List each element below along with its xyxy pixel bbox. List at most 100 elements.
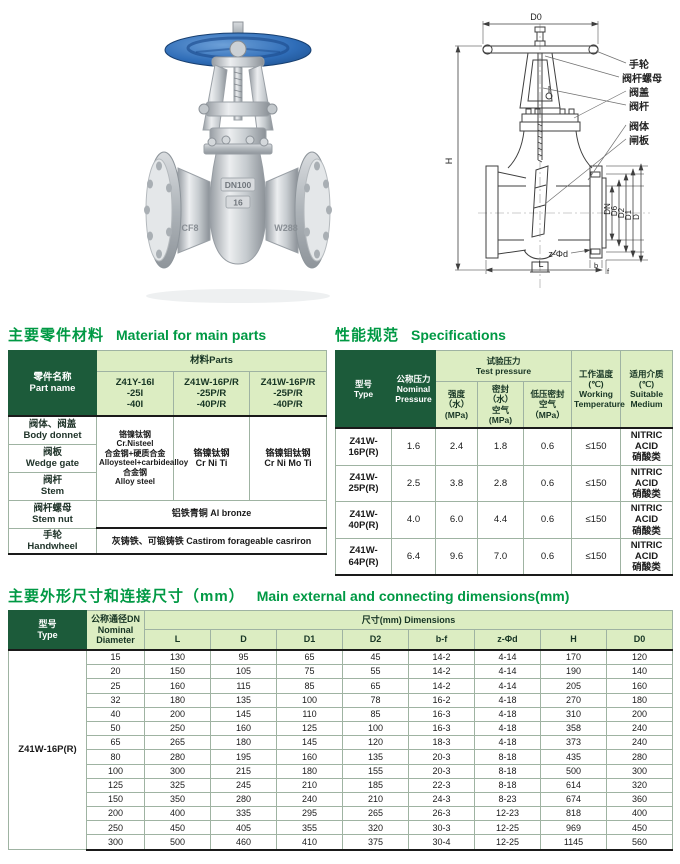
dim-row: 20 150 105 75 55 14-2 4-14 190 140 xyxy=(9,664,674,680)
dim-b-f: b f xyxy=(589,260,610,276)
svg-text:D6: D6 xyxy=(610,205,619,216)
materials-section-title: 主要零件材料 Material for main parts xyxy=(8,324,266,345)
specs-header-test-pressure: 试验压力 Test pressure xyxy=(434,350,573,382)
yoke xyxy=(198,56,278,131)
dim-row: 65 265 180 145 120 18-3 4-18 373 240 xyxy=(9,735,674,751)
part-callouts: 手轮 阀杆螺母 阀盖 阀杆 阀体 闸板 xyxy=(542,50,662,205)
stem-nut-material: 铝铁青铜 Al bronze xyxy=(96,499,327,529)
yoke-outline xyxy=(519,52,561,163)
dim-row: 25 160 115 85 65 14-2 4-14 205 160 xyxy=(9,678,674,694)
dim-col-D1: D1 xyxy=(276,629,343,651)
dim-row: 32 180 135 100 78 16-2 4-18 270 180 xyxy=(9,692,674,708)
materials-header-parts: 材料Parts xyxy=(96,350,327,372)
spec-row: Z41W-64P(R) 6.4 9.6 7.0 0.6 ≤150 NITRIC … xyxy=(335,537,674,577)
callout-gate: 闸板 xyxy=(629,134,650,147)
row-label-handwheel: 手轮 Handwheel xyxy=(8,527,97,555)
dimensions-title-en: Main external and connecting dimensions(… xyxy=(256,588,570,604)
row-label-stem: 阀杆 Stem xyxy=(8,471,97,501)
svg-text:D: D xyxy=(632,214,641,220)
valve-body xyxy=(209,153,267,265)
dim-h: H xyxy=(444,45,485,271)
dim-row: 250 450 405 355 320 30-3 12-25 969 450 xyxy=(9,820,674,836)
dim-row: 50 250 160 125 100 16-3 4-18 358 240 xyxy=(9,720,674,737)
nameplate-pn xyxy=(225,195,251,209)
dim-col-L: L xyxy=(144,629,211,651)
material-col3: 铬镍钼钛钢 Cr Ni Mo Ti xyxy=(249,415,327,501)
dim-row: 40 200 145 110 85 16-3 4-18 310 200 xyxy=(9,706,674,722)
right-flange xyxy=(265,151,332,269)
materials-header-part-name: 零件名称 Part name xyxy=(8,350,97,417)
dim-l: L xyxy=(485,259,603,274)
svg-text:f: f xyxy=(607,267,610,276)
dim-z-phi-d: z-Φd xyxy=(548,248,591,259)
gate-valve-photo: DN100 16 CF8 W288 xyxy=(144,21,332,303)
nameplate-dn xyxy=(220,177,256,192)
materials-header-model-2: Z41W-16P/R -25P/R -40P/R xyxy=(173,371,250,417)
dim-row: 200 400 335 295 265 26-3 12-23 818 400 xyxy=(9,806,674,822)
material-col2: 铬镍钛钢 Cr Ni Ti xyxy=(173,415,250,501)
specs-header-seal: 密封（水） 空气 (MPa) xyxy=(477,381,524,429)
mark-pn: 16 xyxy=(233,198,243,208)
dimensions-title-zh: 主要外形尺寸和连接尺寸（mm） xyxy=(8,588,245,605)
specs-title-en: Specifications xyxy=(411,327,506,343)
spec-row: Z41W-16P(R) 1.6 2.4 1.8 0.6 ≤150 NITRIC … xyxy=(335,427,674,466)
bonnet xyxy=(203,127,273,155)
specs-header-medium: 适用介质 (℃) Suitable Medium xyxy=(620,350,674,429)
callout-handwheel: 手轮 xyxy=(629,58,649,71)
spec-row: Z41W-25P(R) 2.5 3.8 2.8 0.6 ≤150 NITRIC … xyxy=(335,464,674,503)
callout-body: 阀体 xyxy=(629,120,650,133)
photo-shadow xyxy=(146,289,330,303)
flange-dimensions: DN D6 D2 D1 D xyxy=(603,163,648,263)
dim-col-zPhid: z-Φd xyxy=(474,629,541,651)
row-label-stem-nut: 阀杆螺母 Stem nut xyxy=(8,499,97,529)
specs-header-pn: 公称压力 Nominal Pressure xyxy=(391,350,436,429)
valve-section-diagram: D0 H xyxy=(444,12,662,288)
svg-text:D2: D2 xyxy=(617,207,626,218)
specs-title-zh: 性能规范 xyxy=(335,327,400,344)
dim-type-value: Z41W-16P(R) xyxy=(8,649,87,851)
dim-row: 150 350 280 240 210 24-3 8-23 674 360 xyxy=(9,791,674,808)
specs-section-title: 性能规范 Specifications xyxy=(335,324,506,345)
dim-row: 80 280 195 160 135 20-3 8-18 435 280 xyxy=(9,749,674,765)
svg-text:D0: D0 xyxy=(530,12,542,22)
dim-col-bf: b-f xyxy=(408,629,475,651)
dim-row: Z41W-16P(R) 15 130 95 65 45 14-2 4-14 170 120 xyxy=(8,649,674,851)
callout-bonnet: 阀盖 xyxy=(629,86,649,99)
dim-row: 300 500 460 410 375 30-4 12-25 1145 560 xyxy=(9,834,674,851)
callout-stem: 阀杆 xyxy=(629,100,649,113)
mark-dn: DN100 xyxy=(225,180,252,190)
material-col1: 铬镍钛钢 Cr.Nisteel 合金钢+硬质合金 Alloysteel+carb… xyxy=(96,415,188,501)
row-label-wedge-gate: 阀板 Wedge gate xyxy=(8,443,97,473)
left-flange xyxy=(144,151,211,269)
dim-row: 125 325 245 210 185 22-3 8-18 614 320 xyxy=(9,777,674,793)
materials-header-model-1: Z41Y-16I -25I -40I xyxy=(96,371,174,417)
materials-title-en: Material for main parts xyxy=(116,327,267,343)
dimensions-section-title: 主要外形尺寸和连接尺寸（mm） Main external and connec… xyxy=(8,585,569,606)
spec-row: Z41W-40P(R) 4.0 6.0 4.4 0.6 ≤150 NITRIC … xyxy=(335,501,674,539)
materials-title-zh: 主要零件材料 xyxy=(8,327,105,344)
row-label-body-bonnet: 阀体、阀盖 Body donnet xyxy=(8,415,97,445)
dim-row: 100 300 215 180 155 20-3 8-18 500 300 xyxy=(9,763,674,779)
svg-text:DN: DN xyxy=(603,203,612,215)
specs-header-working-temp: 工作温度 (℃) Working Temperature xyxy=(571,350,625,429)
specs-header-type: 型号 Type xyxy=(335,350,392,429)
dim-d0: D0 xyxy=(482,12,599,44)
materials-header-model-3: Z41W-16P/R -25P/R -40P/R xyxy=(249,371,327,417)
svg-text:z-Φd: z-Φd xyxy=(548,249,568,259)
dim-header-type: 型号 Type xyxy=(8,610,87,651)
specs-header-strength: 强度（水） (MPa) xyxy=(435,381,478,429)
dim-col-D2: D2 xyxy=(342,629,409,651)
specifications-table: 型号 Type 公称压力 Nominal Pressure 试验压力 Test … xyxy=(335,350,674,577)
callout-stem-nut: 阀杆螺母 xyxy=(622,72,662,85)
handwheel-material: 灰铸铁、可锻铸铁 Castirom forageable casriron xyxy=(96,527,327,555)
dimensions-table: 型号 Type 公称通径DN Nominal Diameter 尺寸(mm) D… xyxy=(8,610,674,851)
mark-left: CF8 xyxy=(181,223,198,233)
svg-text:L: L xyxy=(538,259,543,269)
svg-text:b: b xyxy=(594,261,598,270)
dim-header-dims: 尺寸(mm) Dimensions xyxy=(143,610,674,630)
body-outline xyxy=(485,130,607,273)
handwheel-bar xyxy=(482,26,599,55)
specs-header-low-seal: 低压密封 空气（MPa） xyxy=(522,381,573,429)
dim-col-H: H xyxy=(540,629,607,651)
svg-text:H: H xyxy=(444,158,454,165)
